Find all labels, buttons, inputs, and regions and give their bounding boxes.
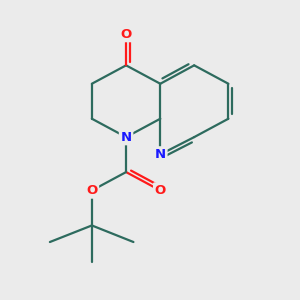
Text: O: O: [155, 184, 166, 197]
Text: N: N: [121, 130, 132, 144]
Text: O: O: [86, 184, 98, 197]
Text: N: N: [155, 148, 166, 161]
Text: O: O: [121, 28, 132, 40]
